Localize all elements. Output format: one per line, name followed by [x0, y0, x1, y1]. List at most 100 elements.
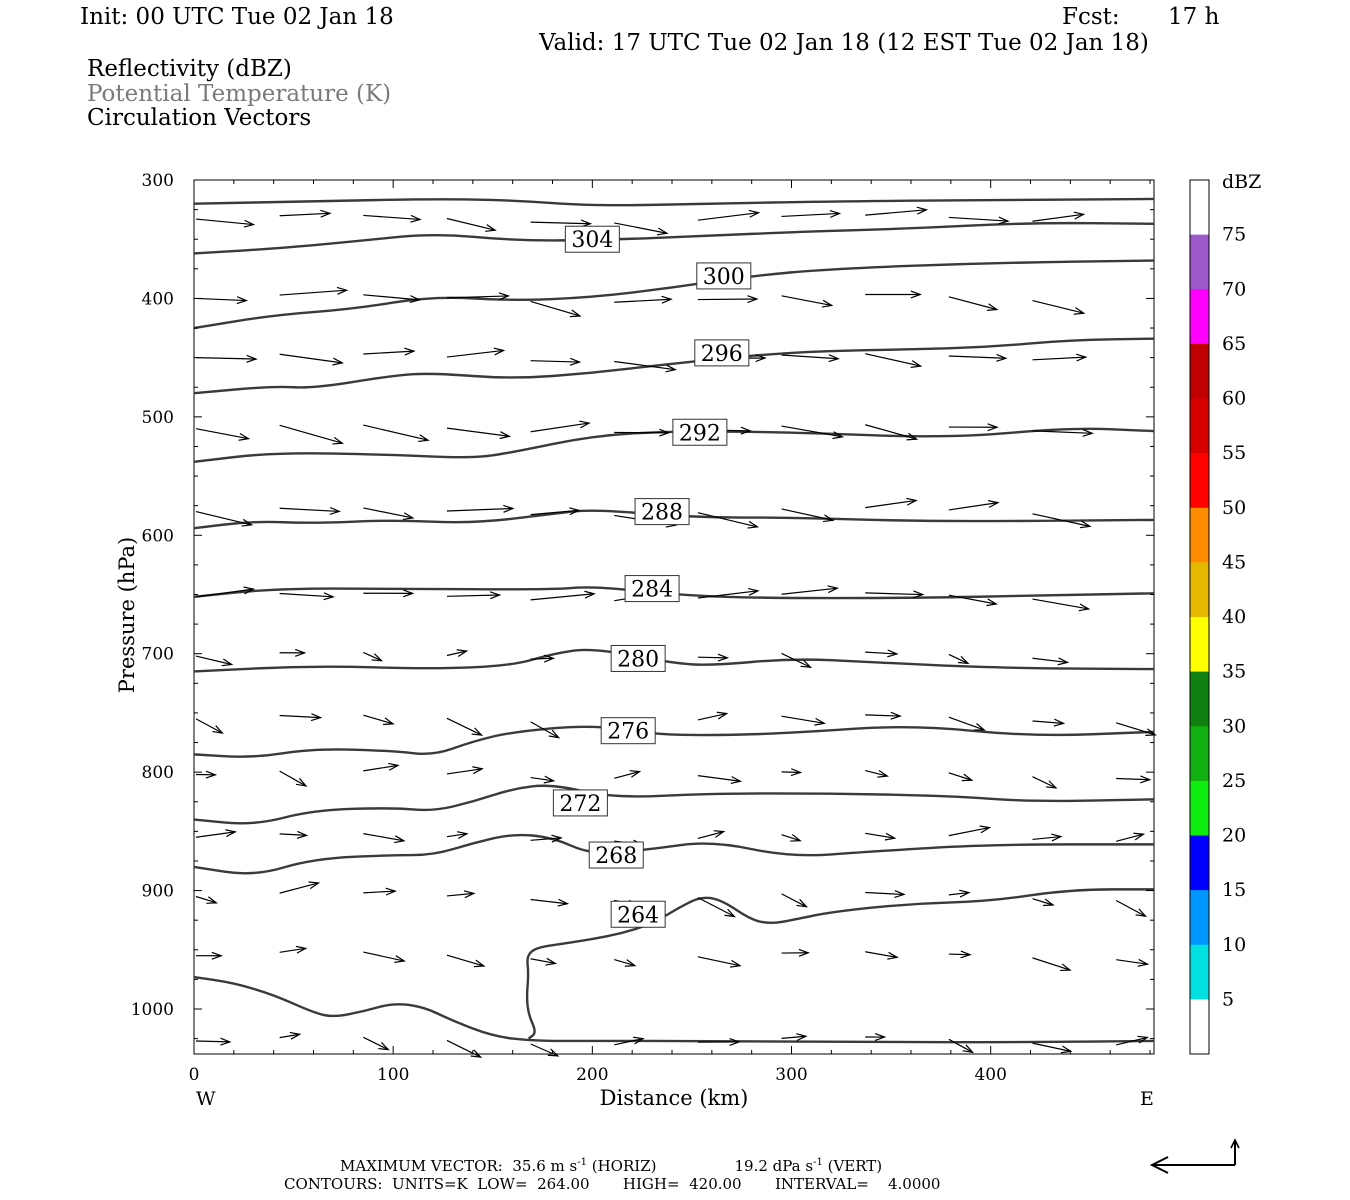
- vector-head: [884, 832, 897, 841]
- contour-label-box: [552, 789, 608, 817]
- circulation-vector: [446, 217, 496, 231]
- circulation-vector: [530, 422, 590, 433]
- circulation-vector: [363, 651, 382, 662]
- colorbar-segment: [1190, 398, 1209, 454]
- circulation-vector: [195, 1040, 230, 1043]
- contour-label-box: [564, 225, 620, 253]
- circulation-vector: [697, 956, 741, 967]
- circulation-vector: [697, 712, 727, 721]
- vector-head: [665, 364, 678, 373]
- contour-label: 264: [617, 903, 659, 928]
- circulation-vector: [446, 427, 510, 437]
- colorbar-label: 45: [1222, 551, 1246, 573]
- circulation-vector: [948, 716, 985, 731]
- circulation-vector: [195, 511, 252, 526]
- x-tick-label: 200: [576, 1065, 608, 1085]
- circulation-vector: [948, 826, 990, 837]
- vector-head: [238, 433, 251, 441]
- circulation-vector: [865, 769, 888, 777]
- vector-head: [790, 768, 803, 777]
- circulation-vector: [195, 895, 217, 904]
- vector-head: [1045, 780, 1058, 789]
- vector-head: [957, 655, 970, 665]
- vector-head: [730, 776, 743, 785]
- circulation-vector: [363, 424, 429, 441]
- circulation-vector: [1115, 899, 1146, 917]
- vector-head: [404, 347, 416, 356]
- circulation-vector: [1116, 959, 1148, 965]
- circulation-vector: [363, 1036, 389, 1051]
- circulation-vector: [697, 512, 758, 528]
- circulation-vector: [279, 353, 343, 364]
- circulation-vector: [446, 954, 485, 967]
- contour-label: 284: [631, 578, 673, 603]
- vector-head: [241, 518, 254, 527]
- circulation-vector: [363, 951, 405, 962]
- contour-label-box: [610, 900, 666, 928]
- circulation-vector: [446, 650, 467, 657]
- circulation-vector: [530, 221, 591, 225]
- colorbar-segment: [1190, 617, 1209, 673]
- vector-head: [829, 209, 842, 218]
- circulation-vector: [697, 775, 741, 782]
- vector-head: [633, 1036, 645, 1045]
- y-tick-label: 500: [142, 408, 174, 428]
- contour-label-box: [634, 498, 690, 526]
- east-label: E: [1140, 1088, 1154, 1110]
- vector-head: [473, 959, 486, 968]
- circulation-vector: [614, 770, 640, 779]
- circulation-vector: [279, 1033, 300, 1039]
- vector-head: [729, 1037, 741, 1046]
- circulation-vector: [195, 655, 232, 666]
- colorbar-segment: [1190, 180, 1209, 236]
- vector-head: [988, 500, 1000, 508]
- vector-head: [463, 890, 476, 899]
- circulation-vector: [781, 1035, 806, 1039]
- circulation-vector: [865, 832, 895, 839]
- circulation-vector: [781, 834, 801, 842]
- vector-head: [800, 659, 813, 668]
- vector-head: [221, 658, 234, 667]
- colorbar-frame: [1189, 179, 1210, 1055]
- y-tick-label: 300: [142, 171, 174, 191]
- circulation-vector: [446, 717, 482, 736]
- circulation-vector: [530, 593, 595, 601]
- circulation-vector: [614, 1038, 644, 1046]
- vector-head: [378, 1041, 390, 1051]
- vector-head: [410, 214, 422, 223]
- theta-contour: [193, 648, 1155, 673]
- circulation-vector: [279, 289, 347, 296]
- circulation-vector: [781, 652, 811, 668]
- vector-head: [1075, 353, 1088, 362]
- vector-head: [1078, 603, 1091, 612]
- west-label: W: [196, 1088, 216, 1110]
- y-axis-title: Pressure (hPa): [115, 537, 139, 693]
- field-potential-temperature: Potential Temperature (K): [87, 81, 392, 107]
- circulation-vector: [530, 360, 580, 363]
- circulation-vector: [1115, 722, 1156, 736]
- vector-head: [979, 825, 992, 834]
- colorbar-segment: [1190, 453, 1209, 509]
- circulation-vector: [865, 353, 921, 367]
- vector-head: [796, 898, 808, 908]
- vector-head: [385, 887, 397, 896]
- colorbar-label: 25: [1222, 770, 1246, 792]
- y-tick-label: 1000: [131, 1000, 174, 1020]
- circulation-vector: [1032, 513, 1091, 527]
- vector-head: [220, 1037, 232, 1046]
- circulation-vector: [279, 592, 334, 598]
- vector-head: [730, 959, 742, 968]
- circulation-vector: [1032, 957, 1071, 971]
- x-tick-label: 400: [974, 1065, 1006, 1085]
- circulation-vector: [530, 898, 568, 905]
- contour-label: 304: [571, 228, 613, 253]
- vector-head: [1140, 775, 1152, 784]
- vector-head: [1053, 718, 1066, 727]
- vector-head: [545, 957, 558, 966]
- circulation-vector: [1032, 720, 1064, 724]
- circulation-vector: [446, 507, 513, 512]
- vector-head: [713, 830, 726, 838]
- colorbar-label: 5: [1222, 988, 1234, 1010]
- vector-head: [493, 347, 506, 356]
- circulation-vector: [781, 354, 839, 360]
